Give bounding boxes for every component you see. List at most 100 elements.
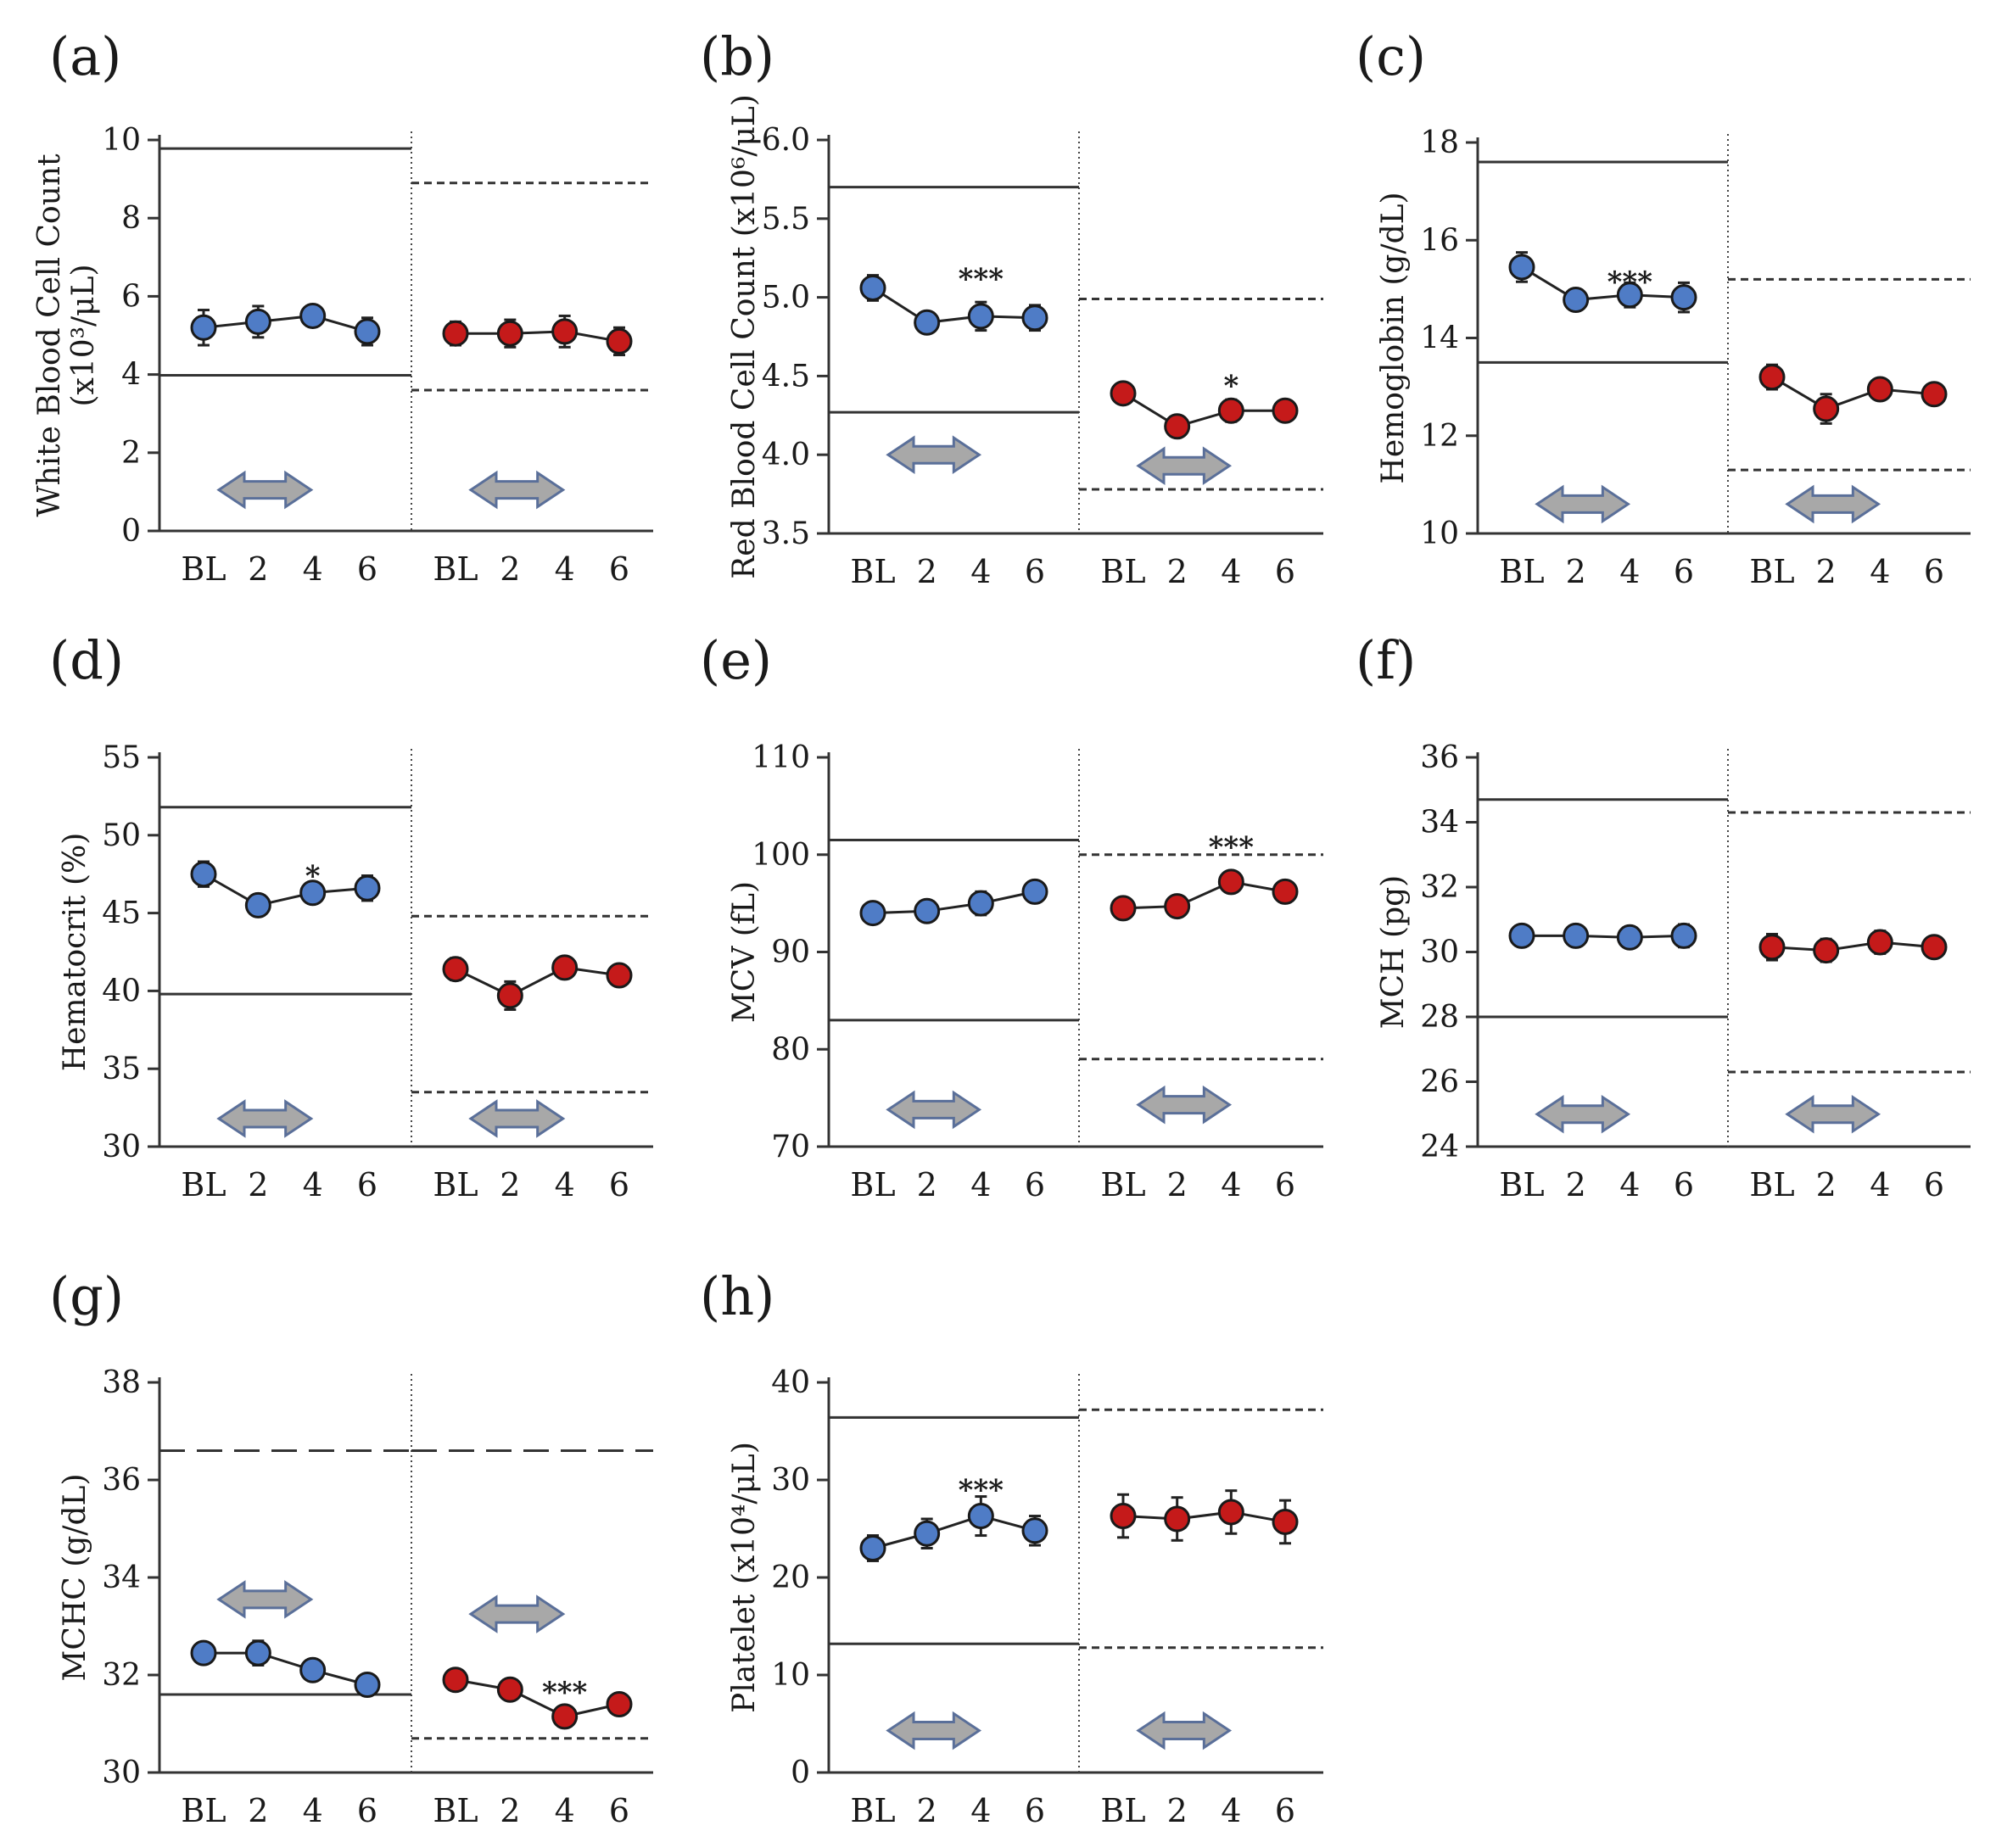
series-line-red <box>1771 941 1935 952</box>
y-tick-label: 35 <box>102 1052 141 1086</box>
data-point-blue <box>967 1503 994 1530</box>
data-point-red <box>551 954 579 981</box>
x-tick-label: BL <box>433 1166 478 1203</box>
x-tick-label: BL <box>1749 553 1794 590</box>
series-line-blue <box>204 1651 368 1686</box>
panel-letter: (e) <box>700 629 772 691</box>
data-point-blue <box>1508 922 1535 949</box>
x-tick-label: 4 <box>1619 553 1640 590</box>
data-point-red <box>1110 1503 1137 1530</box>
x-tick-label: 2 <box>917 1166 937 1203</box>
y-tick-label: 30 <box>102 1130 141 1164</box>
data-point-blue <box>967 890 994 917</box>
data-point-blue <box>967 303 994 330</box>
x-tick-label: 6 <box>357 1166 377 1203</box>
period-double-arrow <box>468 470 566 510</box>
x-tick-label: 4 <box>555 1792 575 1829</box>
period-double-arrow <box>468 1099 566 1138</box>
x-tick-label: 6 <box>357 550 377 588</box>
y-tick-label: 38 <box>102 1365 141 1400</box>
x-tick-label: 4 <box>1870 1166 1890 1203</box>
x-tick-label: 2 <box>248 1166 268 1203</box>
significance-marker: *** <box>542 1676 588 1710</box>
x-tick-label: 6 <box>1025 1792 1045 1829</box>
data-point-blue <box>1021 304 1048 332</box>
y-tick-label: 28 <box>1420 1000 1459 1035</box>
period-double-arrow <box>886 1090 982 1130</box>
x-tick-label: 6 <box>1275 1166 1295 1203</box>
data-point-red <box>1866 929 1893 956</box>
panel-letter: (a) <box>49 25 121 87</box>
data-point-red <box>1921 381 1948 408</box>
y-tick-label: 30 <box>102 1756 141 1790</box>
y-tick-label: 10 <box>1420 516 1459 551</box>
period-double-arrow <box>1136 1711 1233 1750</box>
data-point-red <box>1758 934 1786 961</box>
period-double-arrow <box>216 1580 314 1619</box>
y-tick-label: 110 <box>752 740 810 775</box>
data-point-blue <box>354 318 381 345</box>
y-tick-label: 6 <box>121 279 141 314</box>
x-tick-label: 2 <box>1566 1166 1586 1203</box>
data-point-red <box>442 1667 469 1694</box>
y-axis-title: Platelet (x10⁴/μL) <box>727 1442 762 1713</box>
x-tick-label: BL <box>1499 1166 1544 1203</box>
series-line-red <box>1122 1510 1286 1523</box>
x-tick-label: 6 <box>357 1792 377 1829</box>
series-line-blue <box>203 873 368 907</box>
x-tick-label: BL <box>181 550 226 588</box>
y-tick-label: 3.5 <box>762 516 810 551</box>
period-double-arrow <box>216 1099 314 1138</box>
series-line-red <box>455 1678 620 1718</box>
series-line-red <box>1771 376 1935 410</box>
data-point-red <box>1921 934 1948 961</box>
data-point-red <box>1272 397 1299 424</box>
y-tick-label: 90 <box>771 935 810 970</box>
x-tick-label: BL <box>433 550 478 588</box>
data-point-red <box>606 1691 633 1717</box>
series-line-blue <box>203 314 368 333</box>
x-tick-label: 6 <box>1674 1166 1694 1203</box>
data-point-red <box>442 956 469 983</box>
y-tick-label: 4.0 <box>762 438 810 472</box>
y-tick-label: 16 <box>1420 223 1459 258</box>
data-point-blue <box>244 891 271 918</box>
period-double-arrow <box>1785 1094 1881 1134</box>
data-point-blue <box>1021 878 1048 905</box>
y-tick-label: 40 <box>102 974 141 1008</box>
data-point-blue <box>190 861 217 888</box>
x-tick-label: 4 <box>1619 1166 1640 1203</box>
data-point-blue <box>859 900 886 927</box>
x-tick-label: 4 <box>303 1166 323 1203</box>
y-axis-title: MCHC (g/dL) <box>58 1473 92 1681</box>
significance-marker: * <box>305 860 321 894</box>
x-tick-label: 2 <box>917 1792 937 1829</box>
significance-marker: *** <box>959 262 1004 296</box>
significance-marker: *** <box>1607 265 1653 299</box>
data-point-red <box>442 320 469 347</box>
x-tick-label: 4 <box>1221 553 1241 590</box>
x-tick-label: 2 <box>917 553 937 590</box>
data-point-red <box>1217 868 1244 896</box>
x-tick-label: 2 <box>1167 553 1188 590</box>
data-point-red <box>1758 364 1786 391</box>
x-tick-label: 6 <box>1275 1792 1295 1829</box>
x-tick-label: 4 <box>555 550 575 588</box>
x-tick-label: 2 <box>500 1792 520 1829</box>
data-point-blue <box>859 274 886 301</box>
data-point-blue <box>1670 922 1697 949</box>
data-point-blue <box>299 879 327 907</box>
data-point-red <box>1272 1508 1299 1535</box>
y-tick-label: 20 <box>771 1560 810 1595</box>
y-tick-label: 40 <box>771 1365 810 1400</box>
data-point-red <box>1110 895 1137 922</box>
y-axis-title: Hemoglobin (g/dL) <box>1376 192 1411 483</box>
x-tick-label: BL <box>181 1792 226 1829</box>
y-tick-label: 30 <box>1420 935 1459 970</box>
x-tick-label: 4 <box>1221 1792 1241 1829</box>
data-point-blue <box>354 1672 381 1698</box>
x-tick-label: 6 <box>609 550 629 588</box>
